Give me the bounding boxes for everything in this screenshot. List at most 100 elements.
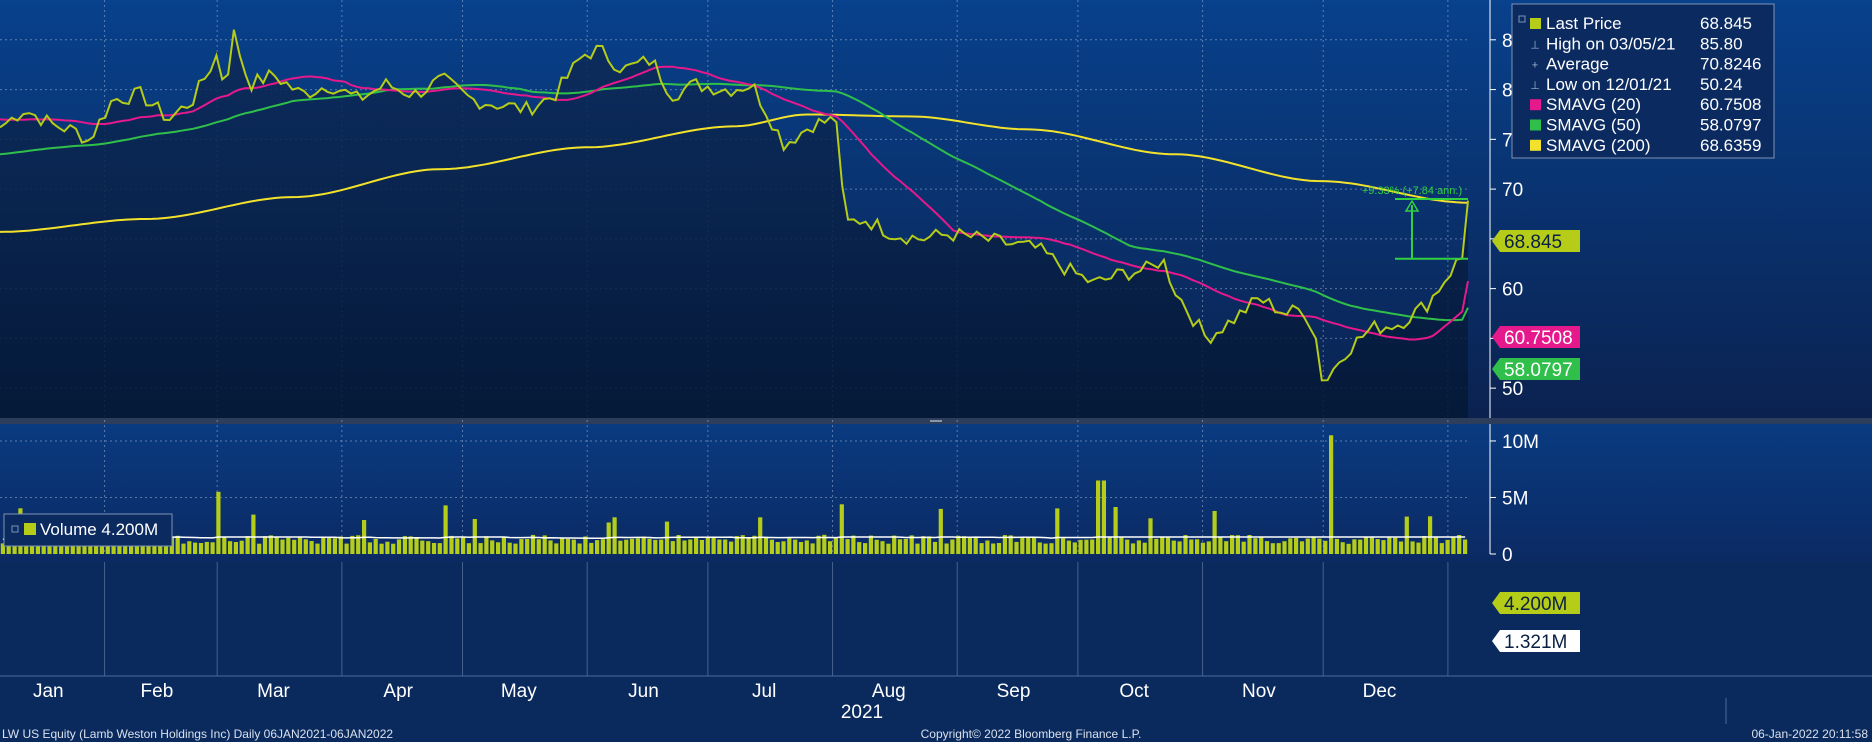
- price-tick-label: 70: [1502, 180, 1523, 201]
- volume-legend-swatch: [24, 523, 36, 535]
- volume-bar: [1422, 536, 1427, 554]
- volume-bar: [740, 535, 745, 554]
- volume-bar: [1212, 511, 1217, 554]
- legend-label: Average: [1546, 55, 1609, 74]
- volume-bar: [1142, 542, 1147, 554]
- volume-legend-collapse-icon[interactable]: [11, 525, 19, 533]
- volume-bar: [303, 539, 308, 554]
- volume-bar: [519, 539, 524, 554]
- volume-bar: [1037, 542, 1042, 554]
- volume-bar: [1270, 543, 1275, 554]
- volume-bar: [1311, 536, 1316, 554]
- volume-bar: [59, 541, 64, 554]
- legend-marker-icon: ⊥: [1530, 39, 1540, 51]
- legend-label: Low on 12/01/21: [1546, 75, 1672, 94]
- volume-tick-label: 0: [1502, 545, 1513, 566]
- volume-bar: [915, 543, 920, 554]
- volume-bar: [484, 536, 489, 554]
- legend-label: Last Price: [1546, 14, 1622, 33]
- volume-bar: [1247, 535, 1252, 554]
- volume-average-tag-bg: [1492, 630, 1580, 652]
- x-tick-label: Jan: [33, 681, 64, 702]
- volume-bar: [1195, 539, 1200, 554]
- volume-bar: [1055, 508, 1060, 554]
- legend-swatch: [1530, 139, 1541, 151]
- volume-bar: [694, 537, 699, 554]
- volume-bar: [676, 535, 681, 554]
- volume-bar: [793, 539, 798, 554]
- legend-collapse-icon[interactable]: [1518, 15, 1526, 23]
- volume-bar: [1276, 543, 1281, 554]
- legend-marker-icon: ⊥: [1530, 80, 1540, 92]
- volume-bar: [1340, 542, 1345, 554]
- volume-bar: [699, 540, 704, 554]
- panel-resize-handle[interactable]: [930, 420, 942, 422]
- volume-bar: [431, 543, 437, 554]
- volume-bar: [1398, 541, 1404, 554]
- volume-bar: [1363, 536, 1369, 554]
- volume-legend[interactable]: Volume 4.200M: [3, 513, 173, 547]
- volume-bar: [239, 540, 244, 554]
- x-tick-label: Nov: [1242, 681, 1276, 702]
- volume-bar: [187, 541, 192, 554]
- price-tick-label: 60: [1502, 280, 1523, 301]
- measure-label: +9.33% (+7.84 ann.): [1362, 185, 1462, 197]
- volume-bar: [367, 542, 372, 554]
- volume-bar: [1136, 540, 1141, 554]
- volume-bar: [641, 536, 646, 554]
- volume-bar: [41, 539, 46, 554]
- volume-bar: [437, 543, 442, 554]
- volume-bar: [1031, 537, 1037, 554]
- volume-panel-background: [0, 424, 1872, 562]
- volume-last-tag-bg: [1492, 592, 1580, 614]
- volume-tick-label: 10M: [1502, 432, 1539, 453]
- volume-bar: [309, 541, 314, 554]
- volume-bar: [985, 540, 990, 554]
- volume-bar: [396, 539, 402, 554]
- volume-bar: [501, 537, 506, 554]
- volume-bar: [973, 536, 978, 554]
- last-value-tag: 58.0797: [1504, 360, 1573, 381]
- volume-bar: [152, 542, 157, 554]
- legend-label: SMAVG (200): [1546, 136, 1651, 155]
- volume-bar: [1008, 535, 1013, 554]
- volume-bar: [705, 537, 710, 554]
- volume-bar: [1305, 538, 1310, 554]
- legend-value: 70.8246: [1700, 55, 1761, 74]
- volume-bar: [525, 539, 530, 554]
- volume-bar: [1130, 543, 1136, 554]
- volume-bar: [292, 539, 297, 554]
- volume-bar: [682, 540, 687, 554]
- price-legend[interactable]: Last Price 68.845 ⊥ High on 03/05/21 85.80 + A…: [1511, 3, 1775, 159]
- volume-bar: [810, 543, 815, 554]
- volume-bar: [478, 543, 483, 554]
- volume-bars: [0, 435, 1468, 554]
- x-tick-label: Sep: [997, 681, 1031, 702]
- volume-bar: [1206, 541, 1211, 554]
- volume-bar: [1404, 516, 1409, 554]
- volume-bar: [1072, 542, 1077, 554]
- legend-marker-icon: +: [1532, 60, 1538, 72]
- volume-bar: [356, 535, 361, 554]
- volume-bar: [659, 539, 664, 554]
- volume-bar: [892, 535, 897, 554]
- volume-bar: [752, 535, 757, 554]
- volume-bar: [688, 539, 693, 554]
- volume-bar: [24, 542, 29, 554]
- price-area-fill: [0, 29, 1468, 418]
- volume-bar: [618, 540, 623, 554]
- volume-bar: [996, 543, 1002, 554]
- legend-swatch: [1530, 99, 1541, 111]
- volume-bar: [833, 537, 838, 554]
- x-tick-label: Dec: [1363, 681, 1397, 702]
- volume-bar: [530, 534, 536, 554]
- volume-bar: [1049, 543, 1054, 554]
- x-tick-label: May: [501, 681, 537, 702]
- volume-bar: [391, 543, 396, 554]
- volume-bar: [542, 535, 547, 554]
- volume-bar: [1259, 537, 1264, 554]
- volume-bar: [769, 539, 774, 554]
- x-tick-label: Apr: [383, 681, 413, 702]
- x-tick-label: Oct: [1119, 681, 1149, 702]
